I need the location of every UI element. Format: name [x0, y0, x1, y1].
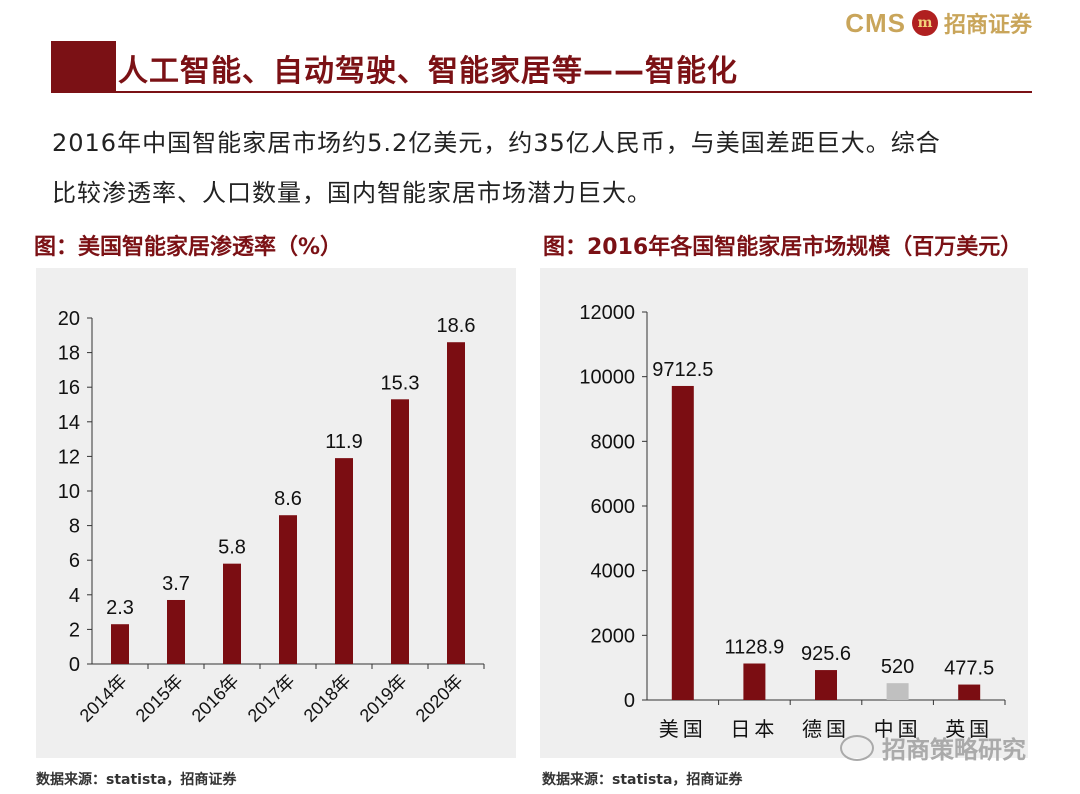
- penetration-chart: 0 2 4 6 8 10 12 14 16 18 20 2.3 2014年 3.7 2015年 5.8 2016…: [58, 308, 485, 726]
- logo-mark-icon: m: [911, 10, 938, 36]
- y-tick-label: 4: [69, 585, 80, 607]
- x-tick-label: 德国: [802, 718, 850, 741]
- title-divider: [116, 91, 1032, 93]
- y-tick-label: 4000: [591, 561, 636, 583]
- x-tick-label: 2015年: [132, 671, 187, 726]
- y-tick-label: 10000: [579, 367, 635, 389]
- y-tick-label: 8000: [591, 431, 636, 453]
- wechat-icon: [840, 734, 874, 761]
- y-tick-label: 8: [69, 516, 80, 538]
- data-label: 3.7: [162, 573, 190, 595]
- y-tick-label: 18: [58, 343, 80, 365]
- bar: [958, 684, 981, 700]
- logo-chinese-text: 招商证券: [943, 12, 1032, 38]
- bar: [167, 599, 185, 664]
- title-accent-block: [51, 41, 116, 93]
- market-size-chart: 0 2000 4000 6000 8000 10000 12000 9712.5 美国 1128.…: [579, 302, 1006, 741]
- chart-2-title: 图：2016年各国智能家居市场规模（百万美元）: [543, 235, 1023, 260]
- intro-line-1: 2016年中国智能家居市场约5.2亿美元，约35亿人民币，与美国差距巨大。综合: [52, 129, 941, 157]
- data-label: 18.6: [437, 315, 476, 337]
- x-tick-label: 2014年: [76, 671, 131, 726]
- x-tick-label: 英国: [945, 718, 993, 741]
- x-tick-label: 2017年: [244, 671, 299, 726]
- bar: [335, 458, 353, 664]
- bar: [815, 670, 837, 700]
- chart-1-panel: 0 2 4 6 8 10 12 14 16 18 20 2.3 2014年 3.7 2015年 5.8 2016…: [36, 268, 516, 758]
- chart-1-source: 数据来源：statista，招商证券: [36, 772, 237, 788]
- bar: [671, 385, 694, 700]
- data-label: 1128.9: [725, 636, 785, 658]
- y-tick-label: 0: [69, 654, 80, 676]
- data-label: 520: [881, 656, 914, 678]
- y-tick-label: 16: [58, 377, 80, 399]
- x-tick-label: 2019年: [356, 671, 411, 726]
- watermark: 招商策略研究: [840, 730, 1026, 765]
- x-tick-label: 2016年: [188, 671, 243, 726]
- data-label: 15.3: [381, 372, 420, 394]
- data-label: 11.9: [325, 431, 362, 453]
- y-tick-label: 20: [58, 308, 80, 330]
- x-tick-label: 美国: [659, 718, 707, 741]
- y-tick-label: 2: [69, 619, 80, 641]
- data-label: 477.5: [944, 658, 994, 680]
- y-tick-label: 12000: [579, 302, 635, 324]
- intro-paragraph: 2016年中国智能家居市场约5.2亿美元，约35亿人民币，与美国差距巨大。综合 …: [52, 118, 1012, 218]
- x-tick-label: 中国: [874, 718, 922, 741]
- y-tick-label: 6000: [591, 496, 636, 518]
- bar: [743, 663, 766, 700]
- chart-2-panel: 0 2000 4000 6000 8000 10000 12000 9712.5 美国 1128.…: [540, 268, 1028, 758]
- data-label: 925.6: [801, 643, 851, 665]
- watermark-text: 招商策略研究: [882, 736, 1026, 764]
- data-label: 5.8: [218, 537, 246, 559]
- y-tick-label: 6: [69, 550, 80, 572]
- bar: [886, 683, 909, 700]
- bar: [391, 399, 409, 664]
- x-tick-label: 2020年: [412, 671, 467, 726]
- bar: [223, 563, 241, 664]
- x-tick-label: 日本: [730, 718, 778, 741]
- bar: [279, 515, 297, 664]
- data-label: 8.6: [274, 488, 302, 510]
- brand-logo: CMS m 招商证券: [845, 6, 1032, 40]
- chart-2-source: 数据来源：statista，招商证券: [542, 772, 743, 788]
- y-tick-label: 2000: [591, 625, 636, 647]
- page-title: 人工智能、自动驾驶、智能家居等——智能化: [118, 54, 738, 89]
- x-tick-label: 2018年: [300, 671, 355, 726]
- data-label: 9712.5: [652, 359, 713, 381]
- data-label: 2.3: [106, 597, 134, 619]
- bar: [111, 624, 129, 664]
- y-tick-label: 0: [624, 690, 635, 712]
- y-tick-label: 12: [58, 446, 80, 468]
- y-tick-label: 14: [58, 412, 80, 434]
- logo-cms-text: CMS: [845, 7, 906, 38]
- bar: [447, 342, 465, 664]
- chart-1-title: 图：美国智能家居渗透率（%）: [34, 235, 343, 260]
- intro-line-2: 比较渗透率、人口数量，国内智能家居市场潜力巨大。: [52, 179, 652, 207]
- y-tick-label: 10: [58, 481, 80, 503]
